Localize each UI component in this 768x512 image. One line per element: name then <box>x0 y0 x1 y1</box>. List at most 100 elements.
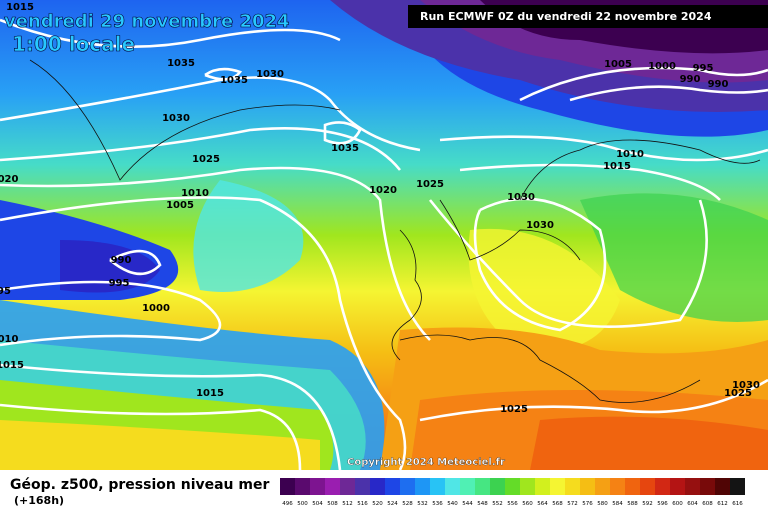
scale-label: 556 <box>507 501 518 507</box>
isobar-label: 1025 <box>192 154 220 165</box>
isobars <box>0 18 768 471</box>
scale-label: 528 <box>402 501 413 507</box>
scale-swatch <box>565 478 580 495</box>
scale-label: 580 <box>597 501 608 507</box>
scale-label: 576 <box>582 501 593 507</box>
scale-swatch <box>430 478 445 495</box>
scale-label: 568 <box>552 501 563 507</box>
scale-swatch <box>355 478 370 495</box>
scale-swatch <box>715 478 730 495</box>
isobar-label: 990 <box>708 79 729 90</box>
scale-label: 612 <box>717 501 728 507</box>
scale-swatch <box>400 478 415 495</box>
run-box <box>408 5 768 28</box>
isobar-label: 1030 <box>256 69 284 80</box>
scale-swatch <box>445 478 460 495</box>
scale-label: 544 <box>462 501 473 507</box>
scale-swatch <box>535 478 550 495</box>
scale-label: 552 <box>492 501 503 507</box>
isobar-label: 1000 <box>648 61 676 72</box>
scale-swatch <box>385 478 400 495</box>
scale-swatch <box>640 478 655 495</box>
scale-label: 540 <box>447 501 458 507</box>
scale-label: 532 <box>417 501 428 507</box>
scale-label: 560 <box>522 501 533 507</box>
scale-label: 592 <box>642 501 653 507</box>
scale-swatch <box>655 478 670 495</box>
isobar-label: 020 <box>0 174 18 185</box>
scale-swatch <box>325 478 340 495</box>
scale-swatch <box>310 478 325 495</box>
scale-swatch <box>280 478 295 495</box>
scale-swatch <box>685 478 700 495</box>
scale-swatch <box>415 478 430 495</box>
scale-label: 536 <box>432 501 443 507</box>
isobar-labels: 1015020950101015103510351030103010251035… <box>0 2 760 415</box>
isobar-label: 1010 <box>181 188 209 199</box>
isobar-label: 95 <box>0 286 11 297</box>
isobar-label: 1005 <box>166 200 194 211</box>
scale-label: 496 <box>282 501 293 507</box>
scale-swatch <box>370 478 385 495</box>
isobar-label: 1015 <box>196 388 224 399</box>
map-title: vendredi 29 novembre 2024 <box>4 11 290 32</box>
copyright: Copyright 2024 Meteociel.fr <box>347 457 505 468</box>
scale-label: 608 <box>702 501 713 507</box>
isobar-label: 1015 <box>603 161 631 172</box>
scale-label: 508 <box>327 501 338 507</box>
footer-lead: (+168h) <box>14 494 64 507</box>
scale-swatch <box>340 478 355 495</box>
scale-label: 588 <box>627 501 638 507</box>
isobar-label: 990 <box>111 255 132 266</box>
isobar-label: 990 <box>680 74 701 85</box>
scale-swatch <box>730 478 745 495</box>
scale-swatch <box>595 478 610 495</box>
scale-swatch <box>490 478 505 495</box>
isobar-label: 1035 <box>220 75 248 86</box>
isobar-label: 1025 <box>500 404 528 415</box>
isobar-label: 1025 <box>416 179 444 190</box>
isobar-label: 1030 <box>507 192 535 203</box>
isobar-label: 995 <box>693 63 714 74</box>
scale-label: 500 <box>297 501 308 507</box>
scale-label: 584 <box>612 501 623 507</box>
scale-label: 600 <box>672 501 683 507</box>
map-time: 1:00 locale <box>12 32 135 56</box>
scale-swatch <box>550 478 565 495</box>
scale-label: 524 <box>387 501 398 507</box>
scale-swatch <box>700 478 715 495</box>
scale-label: 572 <box>567 501 578 507</box>
scale-swatch <box>580 478 595 495</box>
isobar-label: 1015 <box>6 2 34 13</box>
scale-swatch <box>520 478 535 495</box>
isobar-label: 1000 <box>142 303 170 314</box>
scale-label: 516 <box>357 501 368 507</box>
scale-swatch <box>505 478 520 495</box>
isobar-label: 1035 <box>167 58 195 69</box>
scale-label: 504 <box>312 501 323 507</box>
isobar-label: 1025 <box>724 388 752 399</box>
isobar-label: 1020 <box>369 185 397 196</box>
scale-label: 616 <box>732 501 743 507</box>
scale-swatch <box>460 478 475 495</box>
scale-label: 596 <box>657 501 668 507</box>
footer-title: Géop. z500, pression niveau mer <box>10 477 269 493</box>
isobar-label: 1030 <box>162 113 190 124</box>
isobar-label: 1035 <box>331 143 359 154</box>
scale-label: 512 <box>342 501 353 507</box>
isobar-label: 1010 <box>616 149 644 160</box>
scale-swatch <box>670 478 685 495</box>
scale-swatch <box>625 478 640 495</box>
color-scale: 496 500 504 508 512 516 520 524 528 532 536 540 544 5… <box>280 478 745 507</box>
scale-label: 564 <box>537 501 548 507</box>
isobar-label: 010 <box>0 334 18 345</box>
isobar-label: 1005 <box>604 59 632 70</box>
scale-swatch <box>295 478 310 495</box>
isobar-label: 1030 <box>526 220 554 231</box>
isobar-label: 1030 <box>732 380 760 391</box>
run-label: Run ECMWF 0Z du vendredi 22 novembre 202… <box>420 10 712 23</box>
scale-swatch <box>610 478 625 495</box>
isobar-label: 1015 <box>0 360 24 371</box>
